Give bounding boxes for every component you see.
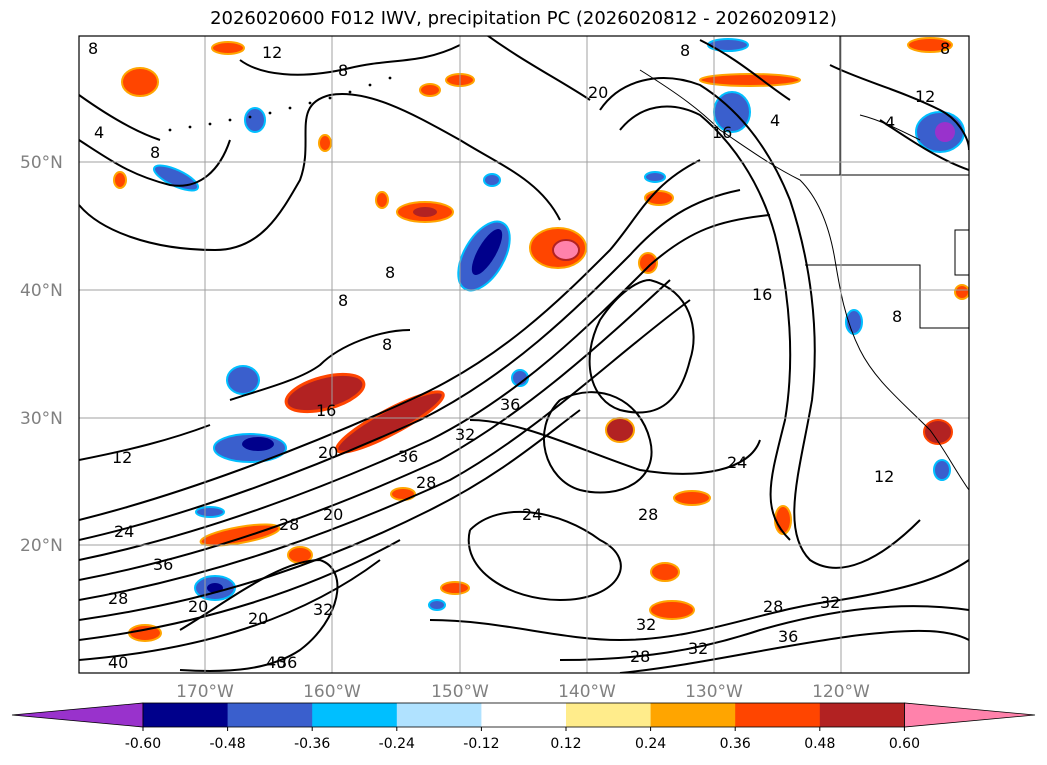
contour-label: 8: [385, 263, 395, 282]
colorbar-tick-label: -0.60: [125, 736, 161, 752]
lon-label-120w: 120°W: [812, 682, 870, 702]
colorbar: -0.60 -0.48 -0.36 -0.24 -0.12 0.12 0.24 0.36 0.4…: [11, 702, 1036, 752]
lon-label-140w: 140°W: [558, 682, 616, 702]
contour-label: 28: [108, 589, 128, 608]
colorbar-extend-low: [11, 702, 144, 728]
contour-label: 20: [188, 597, 208, 616]
colorbar-tick-label: 0.48: [804, 736, 835, 752]
contour-label: 12: [262, 43, 282, 62]
contour-label: 24: [114, 522, 134, 541]
contour-label: 28: [416, 473, 436, 492]
contour-label: 32: [820, 593, 840, 612]
contour-label: 8: [892, 307, 902, 326]
contour-label: 36: [153, 555, 173, 574]
contour-label: 8: [338, 291, 348, 310]
colorbar-segment: [227, 703, 313, 727]
contour-label: 8: [680, 41, 690, 60]
contour-label: 16: [752, 285, 772, 304]
lat-label-20n: 20°N: [20, 536, 63, 556]
colorbar-tick-label: -0.48: [209, 736, 245, 752]
colorbar-segment: [566, 703, 652, 727]
contour-label: 24: [727, 453, 747, 472]
contour-label: 8: [150, 143, 160, 162]
colorbar-tick-label: 0.36: [720, 736, 751, 752]
iwv-contours: [79, 36, 969, 673]
contour-label: 28: [630, 647, 650, 666]
colorbar-segment: [481, 703, 567, 727]
contour-label: 28: [279, 515, 299, 534]
contour-labels: 8 12 8 4 8 20 16 8 4 12 4 8 8 8 8 16 16 …: [88, 39, 950, 672]
colorbar-segment: [735, 703, 821, 727]
colorbar-segment: [312, 703, 398, 727]
contour-label: 4: [94, 123, 104, 142]
lon-label-130w: 130°W: [685, 682, 743, 702]
gridlines: [79, 36, 969, 673]
contour-label: 32: [313, 600, 333, 619]
contour-label: 8: [88, 39, 98, 58]
contour-label: 4: [770, 111, 780, 130]
contour-label: 12: [112, 448, 132, 467]
colorbar-segment: [819, 703, 905, 727]
contour-label: 20: [588, 83, 608, 102]
coastline: [639, 36, 969, 491]
contour-label: 36: [277, 653, 297, 672]
colorbar-tick-label: -0.36: [294, 736, 330, 752]
colorbar-segment: [650, 703, 736, 727]
colorbar-tick-label: -0.24: [379, 736, 415, 752]
contour-label: 16: [316, 401, 336, 420]
colorbar-tick-label: 0.12: [550, 736, 581, 752]
contour-label: 24: [522, 505, 542, 524]
contour-label: 4: [885, 113, 895, 132]
contour-label: 16: [712, 123, 732, 142]
map-title: 2026020600 F012 IWV, precipitation PC (2…: [210, 8, 837, 29]
lat-label-30n: 30°N: [20, 409, 63, 429]
colorbar-frame: [142, 702, 905, 728]
contour-label: 32: [455, 425, 475, 444]
contour-label: 36: [778, 627, 798, 646]
contour-label: 36: [398, 447, 418, 466]
contour-label: 36: [500, 395, 520, 414]
lon-label-160w: 160°W: [303, 682, 361, 702]
contour-label: 28: [763, 597, 783, 616]
map-panel: 8 12 8 4 8 20 16 8 4 12 4 8 8 8 8 16 16 …: [79, 36, 969, 673]
colorbar-tick-label: 0.24: [635, 736, 666, 752]
contour-label: 32: [688, 639, 708, 658]
contour-label: 28: [638, 505, 658, 524]
longitude-labels: 170°W 160°W 150°W 140°W 130°W 120°W: [176, 682, 870, 702]
lat-label-40n: 40°N: [20, 281, 63, 301]
contour-label: 20: [248, 609, 268, 628]
lon-label-150w: 150°W: [431, 682, 489, 702]
contour-label: 40: [108, 653, 128, 672]
contour-label: 20: [318, 443, 338, 462]
contour-label: 40: [266, 653, 286, 672]
contour-label: 12: [915, 87, 935, 106]
lon-label-170w: 170°W: [176, 682, 234, 702]
contour-label: 32: [636, 615, 656, 634]
aleutian-islands: [168, 76, 392, 132]
contour-label: 8: [338, 61, 348, 80]
colorbar-extend-high: [904, 702, 1036, 728]
colorbar-segment: [143, 703, 229, 727]
map-frame: [78, 35, 970, 674]
colorbar-segment: [396, 703, 482, 727]
contour-label: 12: [874, 467, 894, 486]
contour-label: 8: [382, 335, 392, 354]
contour-label: 20: [323, 505, 343, 524]
lat-label-50n: 50°N: [20, 153, 63, 173]
colorbar-tick-label: 0.60: [889, 736, 920, 752]
contour-label: 8: [940, 39, 950, 58]
colorbar-tick-label: -0.12: [463, 736, 499, 752]
latitude-labels: 50°N 40°N 30°N 20°N: [20, 153, 63, 556]
